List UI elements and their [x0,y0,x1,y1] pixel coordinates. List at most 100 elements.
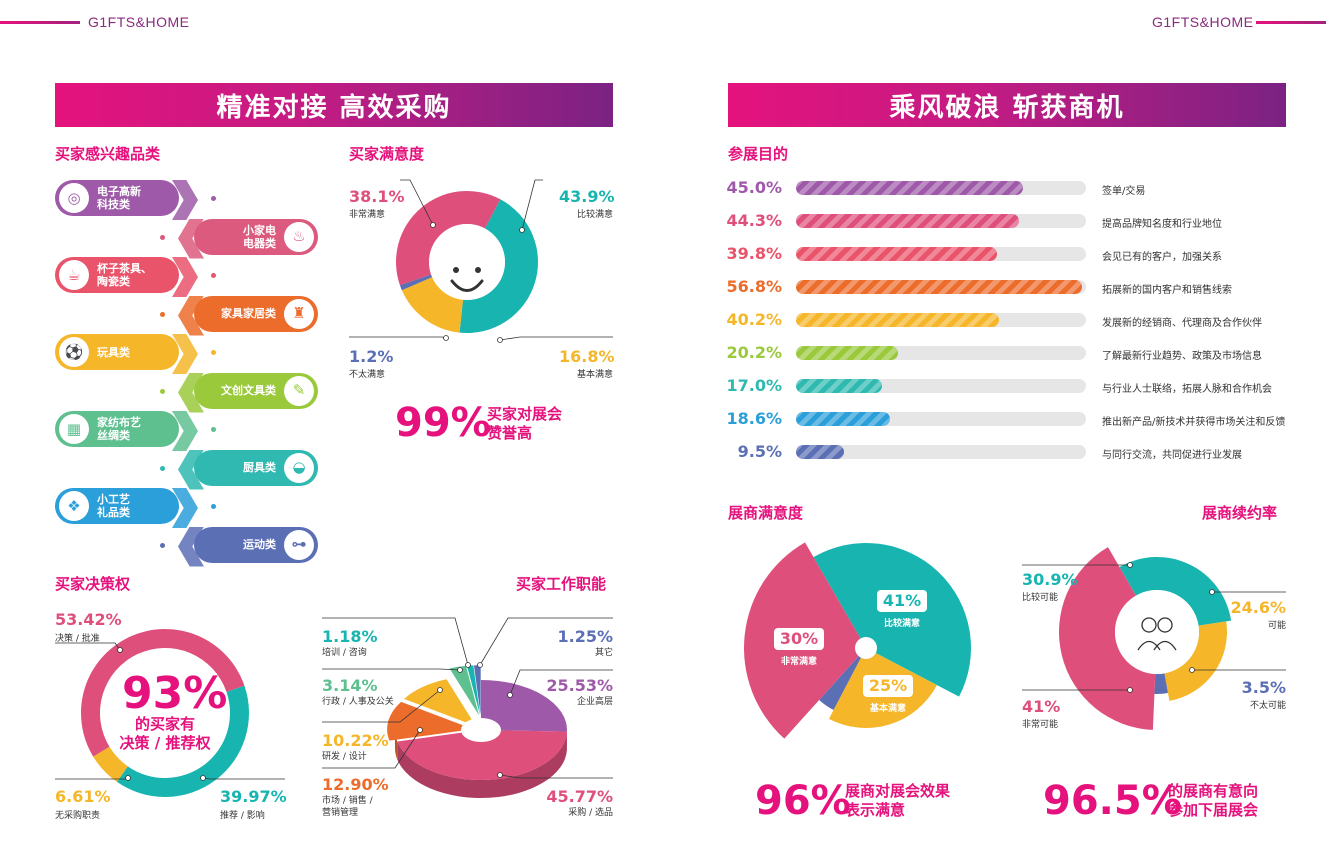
top-accent-line-right [1256,21,1326,24]
satisfaction-leader-dot [443,335,449,341]
job-leader-dot [497,772,503,778]
brand-logo-left: G1FTS&HOME [88,14,190,30]
purpose-pct: 40.2% [726,310,782,329]
renewal-leader-dot [1127,562,1133,568]
exhibitor-sat-pct: 41% [877,590,927,612]
category-pill-10: 运动类 ⊶ [194,526,318,563]
satisfaction-leader-dot [430,222,436,228]
purpose-bar-fill [796,379,882,393]
decision-leader-line [55,642,121,651]
purpose-pct: 18.6% [726,409,782,428]
purpose-label: 提高品牌知名度和行业地位 [1102,219,1222,230]
category-pill-5: ⚽ 玩具类 [55,334,179,370]
category-pill-9: ❖ 小工艺 礼品类 [55,488,179,524]
jobs-title: 买家工作职能 [516,575,607,593]
purpose-title: 参展目的 [728,145,789,163]
renewal-title: 展商续约率 [1202,504,1278,522]
renewal-caption: 的展商有意向 参加下届展会 [1168,782,1259,819]
satisfaction-slice [399,274,433,291]
purpose-label: 发展新的经销商、代理商及合作伙伴 [1102,318,1262,329]
exhibitor-sat-title: 展商满意度 [728,504,804,522]
category-label: 电子高新 科技类 [97,185,141,211]
category-dot [211,427,216,432]
category-dot [211,196,216,201]
renewal-pct: 24.6% [1230,598,1286,617]
job-label: 培训 / 咨询 [322,648,367,658]
purpose-label: 会见已有的客户，加强关系 [1102,252,1222,263]
category-pill-4: 家具家居类 ♜ [194,295,318,332]
job-leader-dot [437,687,443,693]
category-pill-2: 小家电 电器类 ♨ [194,218,318,255]
satisfaction-leader-dot [497,337,503,343]
exhibitor-sat-pct: 30% [774,628,824,650]
satisfaction-title: 买家满意度 [349,145,425,163]
decision-label: 决策 / 批准 [55,634,100,644]
purpose-bar-track [796,445,1086,459]
satisfaction-leader-line [499,336,613,341]
category-pill-3: ☕ 杯子茶具、 陶瓷类 [55,257,179,293]
exhibitor-sat-pct: 25% [863,675,913,697]
renewal-label: 可能 [1267,621,1286,631]
decision-label: 推荐 / 影响 [220,811,265,821]
smiley-eye-right [475,267,481,273]
job-pie-hole [461,718,501,742]
purpose-label: 了解最新行业趋势、政策及市场信息 [1102,351,1262,362]
gift-icon: ❖ [59,491,89,521]
category-dot [211,504,216,509]
decision-caption: 的买家有 决策 / 推荐权 [119,715,211,752]
purpose-pct: 44.3% [726,211,782,230]
renewal-slice [1164,621,1228,701]
job-label: 研发 / 设计 [322,752,367,762]
job-label: 行政 / 人事及公关 [322,697,394,707]
job-slice-top [466,665,481,716]
lamp-icon: ♜ [284,298,314,329]
job-pct: 25.53% [546,676,613,695]
category-pill-6: 文创文具类 ✎ [194,372,318,409]
job-pct: 10.22% [322,731,389,750]
renewal-label: 比较可能 [1022,593,1059,603]
renewal-label: 不太可能 [1249,701,1286,711]
exhibitor-sat-big-number: 96% [755,778,851,824]
job-leader-line [322,668,461,671]
satisfaction-pct: 43.9% [559,187,615,206]
category-label: 家具家居类 [221,307,276,320]
renewal-pct: 3.5% [1241,678,1286,697]
job-leader-dot [465,662,471,668]
satisfaction-label: 比较满意 [576,210,613,220]
satisfaction-pct: 1.2% [349,347,394,366]
purpose-bar-fill [796,181,1023,195]
satisfaction-label: 非常满意 [349,210,386,220]
satisfaction-slice [401,277,464,333]
job-leader-dot [477,662,483,668]
purpose-label: 签单/交易 [1102,186,1146,197]
job-leader-line [499,774,613,779]
purpose-bar-fill [796,445,844,459]
job-label: 其它 [594,648,613,658]
cloche-icon: ◒ [284,452,314,483]
satisfaction-center [429,224,505,300]
satisfaction-slice [395,190,501,286]
satisfaction-pct: 16.8% [559,347,615,366]
dumbbell-icon: ⊶ [284,529,314,560]
category-pill-7: ▦ 家纺布艺 丝绸类 [55,411,179,447]
purpose-bar-fill [796,280,1082,294]
job-pct: 1.25% [557,627,613,646]
decision-leader-line [55,777,129,780]
satisfaction-big-number: 99% [395,400,491,446]
job-slice-top [473,665,481,716]
cup-icon: ☕ [59,260,89,290]
interest-title: 买家感兴趣品类 [55,145,161,163]
satisfaction-leader-line [349,336,447,339]
top-accent-line-left [0,21,80,24]
job-pct: 12.90% [322,775,389,794]
renewal-leader-dot [1209,589,1215,595]
category-label: 杯子茶具、 陶瓷类 [97,262,152,288]
exhibitor-sat-label: 比较满意 [883,619,920,629]
purpose-pct: 39.8% [726,244,782,263]
renewal-pct: 30.9% [1022,570,1078,589]
category-pill-1: ◎ 电子高新 科技类 [55,180,179,216]
job-leader-dot [417,727,423,733]
purpose-pct: 9.5% [737,442,782,461]
category-dot [211,350,216,355]
category-label: 厨具类 [243,461,276,474]
